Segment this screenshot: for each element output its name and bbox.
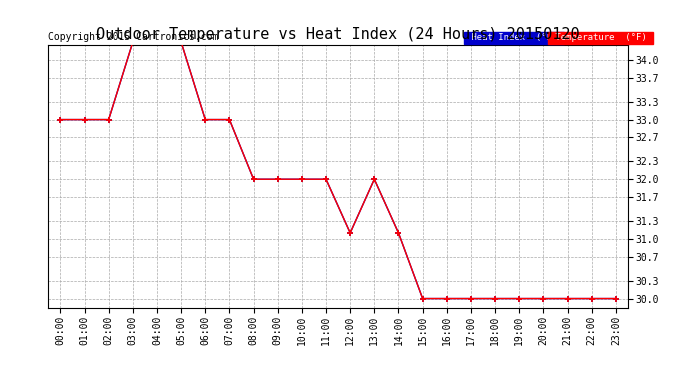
Text: Temperature  (°F): Temperature (°F) [550,33,652,42]
Text: Copyright 2015 Cartronics.com: Copyright 2015 Cartronics.com [48,32,219,42]
Text: Heat Index  (°F): Heat Index (°F) [466,33,562,42]
Title: Outdoor Temperature vs Heat Index (24 Hours) 20150120: Outdoor Temperature vs Heat Index (24 Ho… [97,27,580,42]
